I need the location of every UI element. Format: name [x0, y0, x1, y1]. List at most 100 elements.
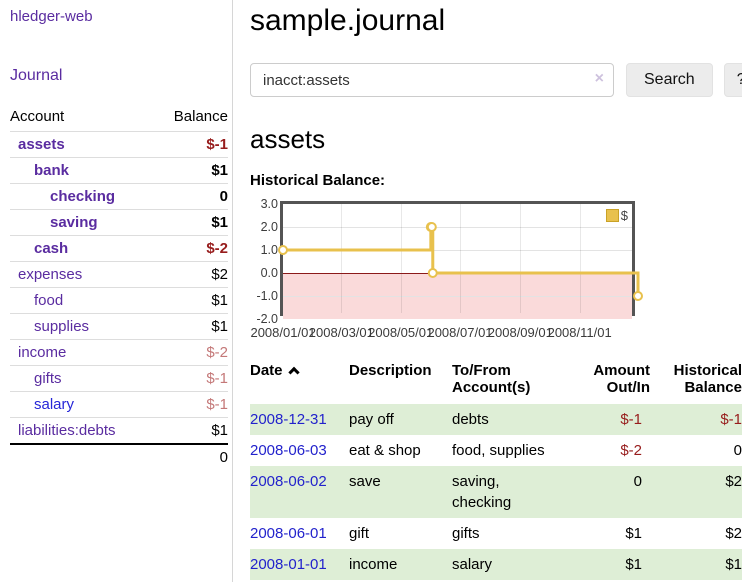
transaction-accounts: gifts — [452, 525, 480, 542]
account-row: income $-2 — [10, 339, 228, 366]
balance-step-line — [278, 222, 643, 301]
transaction-row: 2008-12-31 pay off debts $-1 $-1 — [250, 404, 742, 435]
transaction-accounts: salary — [452, 549, 565, 580]
transaction-balance: $2 — [650, 466, 742, 518]
account-balance: $-1 — [206, 136, 228, 153]
app-brand-link[interactable]: hledger-web — [10, 8, 93, 25]
transaction-description: save — [349, 466, 452, 518]
transaction-row: 2008-06-03 eat & shop food, supplies $-2 0 — [250, 435, 742, 466]
transaction-balance: $-1 — [650, 404, 742, 435]
account-row: liabilities:debts $1 — [10, 417, 228, 445]
account-balance: $-1 — [206, 396, 228, 413]
transaction-amount: $-2 — [620, 442, 642, 459]
transactions-table: Date Description To/From Account(s) Amoun… — [250, 360, 742, 580]
data-point-marker — [278, 245, 288, 255]
account-balance: 0 — [219, 188, 228, 205]
balance-column-header: Historical Balance — [673, 362, 742, 396]
transaction-balance: 0 — [733, 442, 742, 459]
search-input[interactable] — [250, 63, 614, 97]
account-row: cash $-2 — [10, 235, 228, 262]
transaction-accounts: saving, checking — [452, 466, 565, 518]
search-button[interactable]: Search — [626, 63, 713, 97]
transaction-amount: $1 — [625, 525, 642, 542]
account-balance: $-1 — [206, 370, 228, 387]
nav-journal-link[interactable]: Journal — [10, 67, 63, 84]
account-balance: $1 — [211, 422, 228, 439]
sidebar: hledger-web Journal Account Balance asse… — [0, 0, 233, 582]
account-balance: $1 — [211, 162, 228, 179]
transaction-amount: $1 — [565, 549, 650, 580]
data-point-marker — [426, 222, 437, 232]
transaction-description: income — [349, 549, 452, 580]
account-link[interactable]: saving — [50, 214, 98, 231]
accounts-column-header: To/From Account(s) — [452, 362, 531, 396]
account-link[interactable]: gifts — [34, 370, 62, 387]
transaction-description: eat & shop — [349, 442, 421, 459]
accounts-total-value: 0 — [154, 443, 228, 470]
account-row: food $1 — [10, 287, 228, 314]
account-row: bank $1 — [10, 157, 228, 184]
main-content: sample.journal × Search ? assets Histori… — [233, 0, 742, 582]
sort-ascending-icon — [287, 366, 300, 379]
transaction-row: 2008-06-02 save saving, checking 0 $2 — [250, 466, 742, 518]
account-link[interactable]: salary — [34, 396, 75, 413]
account-row: supplies $1 — [10, 313, 228, 340]
transaction-date-link[interactable]: 2008-06-02 — [250, 473, 327, 490]
account-link[interactable]: bank — [34, 162, 70, 179]
accounts-total-row: 0 — [10, 443, 228, 470]
account-link[interactable]: liabilities:debts — [18, 422, 116, 439]
accounts-column-header: Account — [10, 108, 65, 125]
account-row: checking 0 — [10, 183, 228, 210]
account-row: assets $-1 — [10, 131, 228, 158]
account-row: saving $1 — [10, 209, 228, 236]
account-link[interactable]: supplies — [34, 318, 90, 335]
transaction-date-link[interactable]: 2008-12-31 — [250, 411, 327, 428]
transaction-description: gift — [349, 525, 370, 542]
account-balance: $2 — [211, 266, 228, 283]
transactions-header-row: Date Description To/From Account(s) Amoun… — [250, 360, 742, 404]
account-link[interactable]: food — [34, 292, 64, 309]
chart-plot-area: $ — [278, 201, 643, 319]
help-button[interactable]: ? — [723, 63, 742, 97]
account-link[interactable]: expenses — [18, 266, 83, 283]
transaction-row: 2008-06-01 gift gifts $1 $2 — [250, 518, 742, 549]
account-row: salary $-1 — [10, 391, 228, 418]
account-link[interactable]: cash — [34, 240, 69, 257]
page-title: sample.journal — [250, 4, 446, 37]
account-balance: $1 — [211, 292, 228, 309]
account-row: expenses $2 — [10, 261, 228, 288]
account-balance: $-2 — [206, 344, 228, 361]
transaction-description: pay off — [349, 404, 452, 435]
transaction-date-link[interactable]: 2008-01-01 — [250, 556, 327, 573]
account-link[interactable]: income — [18, 344, 67, 361]
transaction-date-link[interactable]: 2008-06-01 — [250, 525, 327, 542]
legend-swatch-icon — [605, 209, 619, 222]
account-balance: $1 — [211, 318, 228, 335]
account-heading: assets — [250, 124, 326, 154]
chart-legend: $ — [605, 208, 628, 223]
data-point-marker — [427, 268, 438, 278]
clear-search-icon[interactable]: × — [594, 70, 604, 87]
account-balance: $-2 — [206, 240, 228, 257]
transaction-amount: $-1 — [565, 404, 650, 435]
legend-label: $ — [620, 208, 628, 223]
account-row: gifts $-1 — [10, 365, 228, 392]
transaction-amount: 0 — [565, 466, 650, 518]
account-link[interactable]: assets — [18, 136, 65, 153]
amount-column-header: Amount Out/In — [593, 362, 650, 396]
search-form: × Search ? — [250, 63, 742, 97]
date-column-header[interactable]: Date — [250, 360, 349, 404]
transaction-accounts: debts — [452, 404, 565, 435]
balance-column-header: Balance — [173, 108, 228, 125]
description-column-header: Description — [349, 362, 432, 379]
transaction-balance: $1 — [650, 549, 742, 580]
data-point-marker — [633, 291, 643, 301]
transaction-row: 2008-01-01 income salary $1 $1 — [250, 549, 742, 580]
transaction-balance: $2 — [725, 525, 742, 542]
transaction-date-link[interactable]: 2008-06-03 — [250, 442, 327, 459]
accounts-balance-table: Account Balance assets $-1 bank $1 checking 0… — [10, 105, 228, 470]
account-balance: $1 — [211, 214, 228, 231]
account-link[interactable]: checking — [50, 188, 116, 205]
historical-balance-chart: 3.0 2.0 1.0 0.0 -1.0 -2.0 $ 2008/01/01 2008/03… — [250, 197, 650, 344]
transaction-accounts: food, supplies — [452, 442, 545, 459]
